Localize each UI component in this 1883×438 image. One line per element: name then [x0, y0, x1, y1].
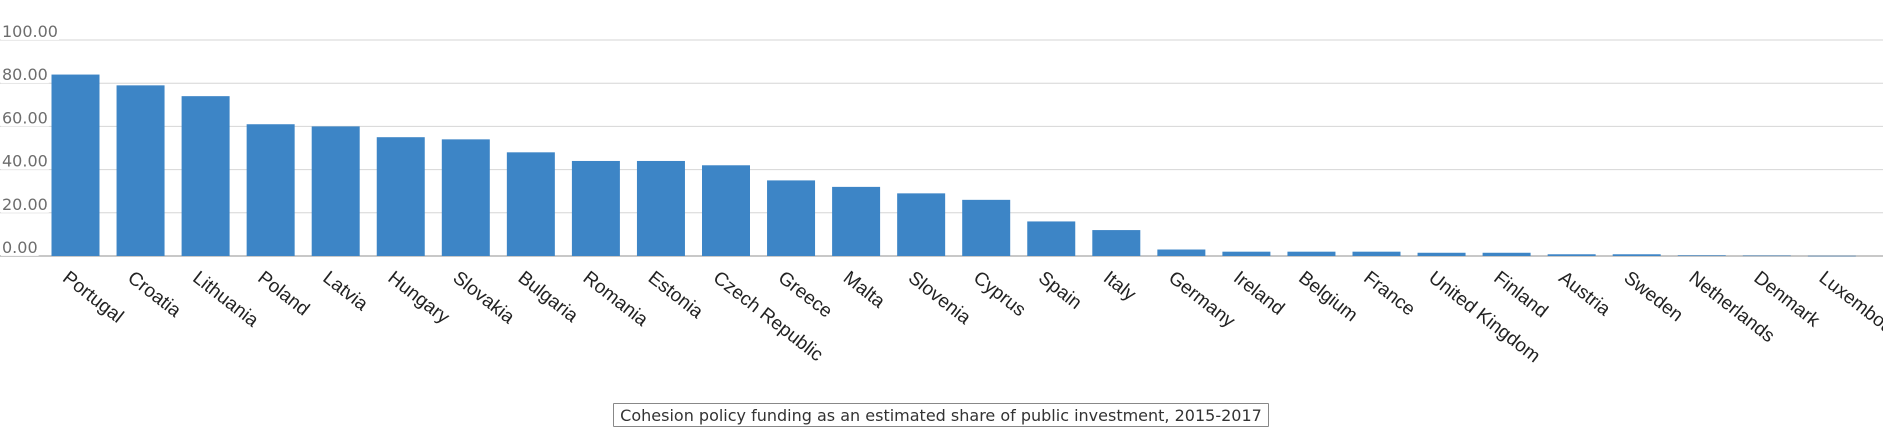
bar	[636, 160, 685, 256]
y-tick-label-bg	[1, 23, 59, 40]
x-tick-label: Belgium	[1294, 267, 1361, 326]
bar	[897, 193, 946, 256]
x-tick-label: Spain	[1034, 267, 1085, 313]
chart-title: Cohesion policy funding as an estimated …	[613, 403, 1269, 427]
y-tick-label: 20.00	[2, 195, 48, 214]
bar	[1742, 255, 1791, 257]
bar	[311, 126, 360, 257]
bar	[1287, 251, 1336, 256]
bar	[1027, 221, 1076, 256]
bar	[246, 124, 295, 257]
bar	[832, 186, 881, 256]
x-tick-label: Malta	[839, 267, 889, 312]
y-axis-ticks: 0.00 20.00 40.00 60.00 80.00 100.00	[1, 22, 59, 257]
bar	[1482, 252, 1531, 256]
bars	[51, 74, 1856, 257]
bar	[1547, 254, 1596, 256]
y-tick-label-bg	[1, 109, 49, 127]
y-tick-label: 60.00	[2, 108, 48, 127]
bar	[1352, 251, 1401, 256]
bar	[1222, 251, 1271, 256]
bar	[1092, 230, 1141, 256]
x-tick-label: Latvia	[319, 267, 372, 315]
bar	[1417, 252, 1466, 256]
y-tick-label-bg	[1, 195, 49, 213]
x-tick-label: Hungary	[384, 267, 454, 328]
bar	[962, 199, 1011, 256]
x-tick-label: Croatia	[123, 267, 185, 322]
x-tick-label: Germany	[1164, 267, 1239, 332]
x-tick-label: Czech Republic	[709, 267, 827, 365]
x-tick-label: Bulgaria	[514, 267, 582, 327]
x-tick-label: Austria	[1555, 267, 1615, 320]
bar	[506, 152, 555, 256]
bar	[116, 85, 165, 256]
y-tick-label-bg	[1, 152, 49, 170]
x-tick-label: Luxembourg	[1815, 267, 1883, 349]
bar	[181, 96, 230, 256]
x-tick-label: Greece	[774, 267, 836, 322]
x-tick-label: Portugal	[58, 267, 127, 327]
x-tick-label: Estonia	[644, 267, 707, 323]
x-tick-label: United Kingdom	[1424, 267, 1543, 367]
x-tick-label: Finland	[1490, 267, 1552, 322]
bar	[1677, 255, 1726, 256]
x-tick-label: Sweden	[1620, 267, 1687, 326]
bar	[441, 139, 490, 256]
y-tick-label-bg	[1, 239, 39, 256]
bar	[376, 137, 425, 256]
bar	[1157, 249, 1206, 256]
y-tick-label-bg	[1, 66, 49, 84]
bar	[571, 160, 620, 256]
y-tick-label: 80.00	[2, 65, 48, 84]
y-tick-label: 40.00	[2, 152, 48, 171]
x-tick-label: Italy	[1099, 267, 1140, 305]
y-tick-label: 0.00	[2, 238, 38, 257]
x-tick-label: Romania	[579, 267, 652, 331]
x-tick-label: Poland	[254, 267, 314, 320]
x-tick-label: Ireland	[1229, 267, 1288, 319]
bar	[51, 74, 100, 256]
x-tick-label: France	[1359, 267, 1419, 320]
x-tick-label: Slovenia	[904, 267, 975, 329]
bar	[702, 165, 750, 256]
bar	[1807, 255, 1856, 257]
x-tick-label: Slovakia	[449, 267, 519, 328]
x-tick-label: Lithuania	[189, 267, 263, 331]
bar	[1612, 254, 1661, 256]
bar	[767, 180, 816, 256]
x-tick-label: Cyprus	[969, 267, 1029, 321]
y-tick-label: 100.00	[2, 22, 58, 41]
